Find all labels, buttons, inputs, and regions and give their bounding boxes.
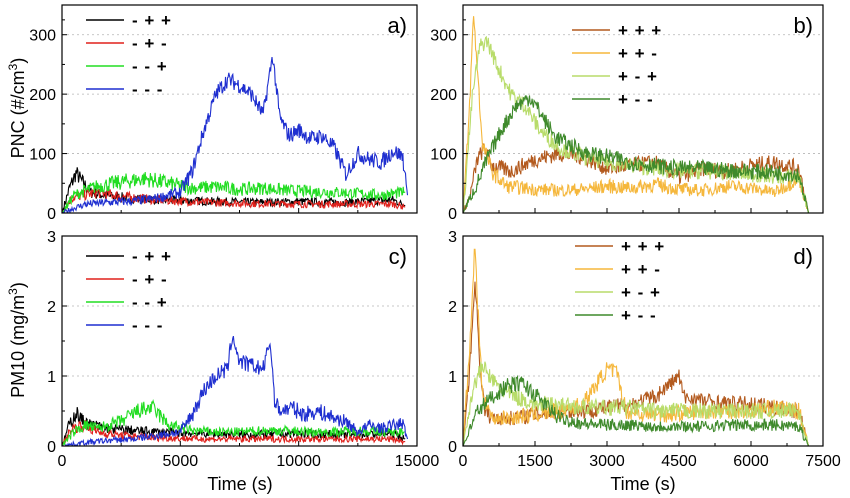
x-tick-label-3: 4500 — [661, 453, 697, 470]
series-line-3 — [62, 335, 409, 446]
legend-label-0: - + + — [132, 247, 172, 266]
series-group — [62, 335, 409, 446]
y-tick-label-2: 200 — [29, 87, 56, 104]
legend-label-1: + + - — [618, 44, 658, 63]
series-line-1 — [463, 16, 810, 213]
series-group — [463, 248, 810, 446]
series-line-1 — [62, 420, 406, 446]
x-tick-label-3: 15000 — [395, 453, 440, 470]
panel-c: 0 1 2 3 0 5000 10000 15000 c) - + + - + - - - + - - … — [47, 229, 439, 470]
legend-label-3: + - - — [621, 306, 657, 325]
y-tick-label-1: 1 — [47, 369, 56, 386]
series-group — [62, 57, 409, 213]
series-line-3 — [463, 374, 810, 446]
series-line-2 — [62, 171, 406, 213]
y-tick-label-1: 100 — [29, 147, 56, 164]
legend-label-1: + + - — [621, 260, 661, 279]
legend-label-3: + - - — [618, 90, 654, 109]
legend-label-1: - + - — [132, 270, 168, 289]
series-line-2 — [62, 399, 406, 446]
panel-label: d) — [793, 244, 813, 269]
series-line-2 — [463, 361, 810, 446]
plot-frame — [61, 235, 418, 447]
legend-label-1: - + - — [132, 34, 168, 53]
x-tick-label-2: 10000 — [276, 453, 321, 470]
y-tick-label-1: 100 — [430, 147, 457, 164]
legend-label-3: - - - — [132, 80, 163, 99]
series-group — [463, 16, 810, 213]
y-tick-label-2: 2 — [47, 299, 56, 316]
x-tick-label-0: 0 — [58, 453, 67, 470]
legend-label-2: - - + — [132, 57, 168, 76]
y-axis-label-top-sup: 3 — [6, 63, 20, 70]
legend-label-2: + - + — [618, 67, 658, 86]
panel-label: c) — [389, 244, 407, 269]
x-tick-label-1: 5000 — [163, 453, 199, 470]
x-axis-label-left: Time (s) — [207, 474, 272, 494]
y-tick-label-3: 3 — [448, 229, 457, 246]
y-axis-label-bottom: PM10 (mg/m3) — [6, 282, 28, 398]
x-tick-label-2: 3000 — [589, 453, 625, 470]
y-tick-label-2: 200 — [430, 87, 457, 104]
legend-label-0: + + + — [621, 237, 665, 256]
panel-b: 0 100 200 300 b) + + + + + - + - + + - - — [430, 4, 824, 223]
legend-label-2: - - + — [132, 293, 168, 312]
panel-label: b) — [793, 13, 813, 38]
y-tick-label-3: 300 — [430, 28, 457, 45]
panel-d: 0 1 2 3 0 1500 3000 4500 6000 7500 d) + + + + + - + -… — [448, 229, 841, 470]
y-tick-label-0: 0 — [47, 439, 56, 456]
legend-label-0: - + + — [132, 11, 172, 30]
y-tick-label-0: 0 — [448, 439, 457, 456]
legend-label-2: + - + — [621, 283, 661, 302]
x-tick-label-1: 1500 — [517, 453, 553, 470]
y-tick-label-3: 3 — [47, 229, 56, 246]
x-axis-label-right: Time (s) — [610, 474, 675, 494]
x-tick-label-5: 7500 — [805, 453, 841, 470]
y-tick-label-3: 300 — [29, 28, 56, 45]
panel-a: 0 100 200 300 a) - + + - + - - - + - - - — [29, 4, 418, 223]
series-line-1 — [463, 248, 810, 446]
x-tick-label-4: 6000 — [733, 453, 769, 470]
series-line-0 — [463, 281, 810, 446]
legend-label-0: + + + — [618, 21, 662, 40]
y-axis-label-bottom-sup: 3 — [6, 288, 20, 295]
y-tick-label-0: 0 — [448, 206, 457, 223]
series-line-3 — [463, 94, 810, 213]
series-line-3 — [62, 57, 409, 213]
x-tick-label-0: 0 — [459, 453, 468, 470]
panel-label: a) — [387, 13, 407, 38]
y-tick-label-0: 0 — [47, 206, 56, 223]
y-axis-label-top: PNC (#/cm3) — [6, 58, 28, 159]
series-line-1 — [62, 185, 406, 213]
legend-label-3: - - - — [132, 316, 163, 335]
y-tick-label-2: 2 — [448, 299, 457, 316]
y-tick-label-1: 1 — [448, 369, 457, 386]
